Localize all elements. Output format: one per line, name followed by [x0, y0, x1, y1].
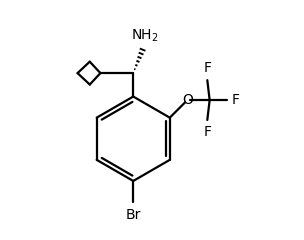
Text: F: F [232, 93, 240, 107]
Text: NH$_2$: NH$_2$ [131, 27, 159, 44]
Text: Br: Br [126, 208, 141, 222]
Text: F: F [203, 125, 211, 139]
Text: O: O [182, 93, 193, 107]
Text: F: F [203, 61, 211, 75]
